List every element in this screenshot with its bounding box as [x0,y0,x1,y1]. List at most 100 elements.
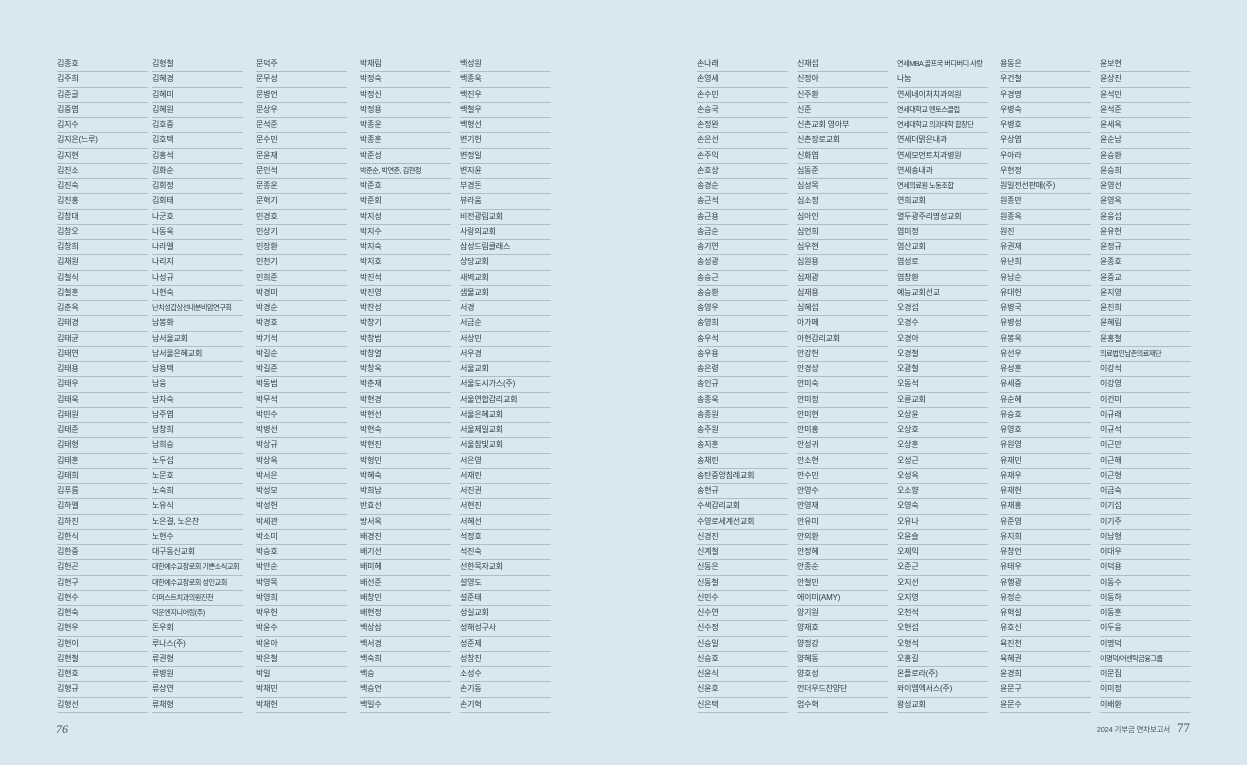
donor-entry: 오지영 [897,591,988,606]
donor-entry: 김태용 [57,362,148,378]
donor-entry: 이동수 [1100,576,1191,591]
donor-entry: 송영우 [697,301,788,317]
donor-entry: 송경순 [697,179,788,195]
donor-entry: 백종욱 [460,72,551,88]
donor-entry: 손나래 [697,57,788,73]
donor-entry: 김한식 [57,530,148,545]
donor-entry: 윤홍철 [1100,332,1191,347]
donor-entry: 김형철 [152,57,243,73]
donor-entry: 반효선 [360,499,451,515]
donor-entry: 김회정 [152,179,243,195]
donor-entry: 김형선 [57,698,148,713]
donor-entry: 박준호 [360,179,451,195]
donor-entry: 연세더맑은내과 [897,133,988,149]
donor-entry: 김태훈 [57,454,148,469]
donor-entry: 박영목 [256,576,347,591]
donor-entry: 박상옥 [256,454,347,469]
donor-entry: 신경진 [697,530,788,545]
donor-entry: 나눔 [897,72,988,88]
donor-column-4: 박재림 박정숙 박정신 박정용 박종운 박종훈 박준성 박준순, 박연준, 김현정 박준호 박준회… [360,57,451,713]
donor-entry: 윤승희 [1100,164,1191,179]
donor-entry: 연세MBA 골프국 버디버디 사랑 [897,59,983,68]
donor-entry: 유재민 [1000,454,1091,469]
donor-entry: 박정용 [360,103,451,118]
donor-entry: 유지희 [1000,530,1091,545]
donor-entry: 오홍길 [897,652,988,667]
donor-entry: 나리지 [152,255,243,271]
donor-entry: 유혁설 [1000,606,1091,622]
donor-entry: 박병선 [256,423,347,439]
donor-entry: 심아인 [797,210,888,225]
donor-entry: 박준성 [360,149,451,164]
donor-entry: 나현숙 [152,286,243,301]
donor-entry: 오지선 [897,576,988,591]
donor-entry: 서울제일교회 [460,423,551,439]
donor-entry: 박윤아 [256,637,347,652]
donor-entry: 오경철 [897,347,988,362]
donor-entry: 안영재 [797,499,888,515]
donor-entry: 예능교회선교 [897,286,988,301]
donor-entry: 김현구 [57,576,148,591]
right-page-number: 77 [1177,720,1190,735]
donor-entry: 오동석 [897,377,988,393]
donor-entry: 신정아 [797,72,888,88]
donor-entry: 박종훈 [360,133,451,149]
donor-entry: 김화순 [152,164,243,179]
donor-entry: 수영로세계선교회 [697,515,788,530]
donor-entry: 문혁기 [256,194,347,210]
donor-entry: 서재린 [460,469,551,484]
donor-entry: 덕운엔지니어링(주) [152,606,243,622]
donor-entry: 송종욱 [697,393,788,408]
donor-entry: 더퍼스트치과의원진천 [152,591,243,606]
donor-entry: 우현정 [1000,164,1091,179]
donor-entry: 서울참빛교회 [460,438,551,454]
donor-entry: 연세대학교 멘토스클럽 [897,103,988,118]
donor-entry: 오성옥 [897,469,988,484]
donor-entry: 윤석민 [1100,88,1191,103]
donor-entry: 이덕용 [1100,560,1191,576]
donor-entry: 백성원 [460,57,551,73]
donor-entry: 유난희 [1000,255,1091,271]
donor-entry: 서우경 [460,347,551,362]
donor-entry: 박동범 [256,377,347,393]
donor-entry: 손기동 [460,682,551,698]
donor-entry: 윤웅섭 [1100,210,1191,225]
donor-entry: 박길준 [256,362,347,378]
donor-entry: 설영도 [460,576,551,591]
donor-entry: 송근용 [697,210,788,225]
donor-entry: 송주원 [697,423,788,439]
donor-entry: 박안순 [256,560,347,576]
donor-entry: 박준회 [360,194,451,210]
donor-entry: 박은철 [256,652,347,667]
donor-entry: 소성수 [460,667,551,683]
donor-entry: 윤정규 [1100,240,1191,256]
donor-entry: 김진홍 [57,194,148,210]
donor-entry: 유권재 [1000,240,1091,256]
donor-entry: 남웅 [152,377,243,393]
donor-column-8: 연세MBA 골프국 버디버디 사랑 나눔 연세네이처치과의원 연세대학교 멘토스클럽 연… [897,57,988,713]
donor-entry: 민상기 [256,225,347,240]
donor-entry: 유남순 [1000,271,1091,286]
donor-entry: 김혜원 [152,103,243,118]
donor-entry: 오성근 [897,454,988,469]
donor-entry: 나라엘 [152,240,243,256]
donor-entry: 이동하 [1100,591,1191,606]
donor-entry: 윤세옥 [1100,118,1191,134]
donor-entry: 박창범 [360,332,451,347]
donor-entry: 유태우 [1000,560,1091,576]
donor-entry: 이강석 [1100,362,1191,378]
donor-entry: 윤보현 [1100,57,1191,73]
donor-entry: 송우석 [697,332,788,347]
donor-entry: 김춘옥 [57,301,148,317]
donor-entry: 신은택 [697,698,788,713]
donor-column-9: 용동은 우건철 우경명 우병숙 우병호 우상엽 우아라 우현정 원일전선판매(주) 원종만 원종옥 원… [1000,57,1091,713]
donor-entry: 나군호 [152,210,243,225]
donor-entry: 백형선 [460,118,551,134]
donor-entry: 석정호 [460,530,551,545]
donor-entry: 손은선 [697,133,788,149]
donor-entry: 변지윤 [460,164,551,179]
donor-column-3: 문덕주 문무성 문병언 문상우 문석준 문수민 문윤재 문인석 문종운 문혁기 민경호 민상기 민장환 민… [256,57,347,713]
donor-entry: 박성모 [256,484,347,500]
donor-entry: 양호성 [797,667,888,683]
donor-entry: 신동은 [697,560,788,576]
